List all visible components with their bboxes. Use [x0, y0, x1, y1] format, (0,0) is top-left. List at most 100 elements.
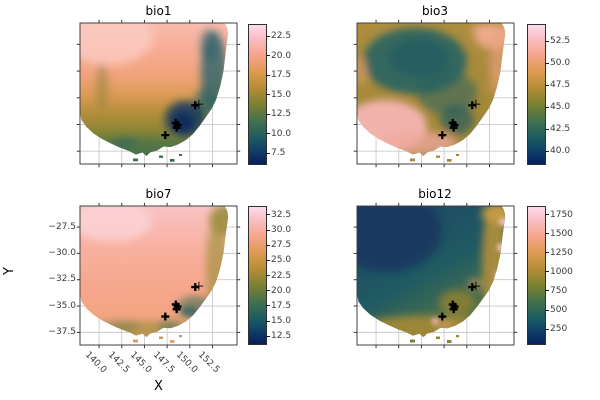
- occurrence-marker: [438, 131, 446, 139]
- occurrence-marker: [191, 283, 199, 291]
- y-axis-tick-labels: −27.5 −30.0 −32.5 −35.0 −37.5: [39, 206, 76, 345]
- colorbar-tick-label: 20.0: [271, 50, 292, 61]
- panel-bio7: [80, 206, 237, 345]
- x-tick-label: 145.0: [128, 350, 154, 376]
- colorbar-tick-mark: [266, 152, 270, 154]
- raster-map-bio3: [357, 23, 514, 164]
- colorbar-tick-mark: [266, 74, 270, 76]
- colorbar-bio12: 1750 1500 1250 1000 750 500 250: [526, 205, 573, 345]
- colorbar-tick-label: 1250: [550, 247, 573, 258]
- x-axis-label: X: [154, 379, 163, 394]
- colorbar-tick-label: 45.0: [550, 102, 571, 113]
- panel-bio3: [357, 23, 514, 164]
- raster-map-bio1: [80, 23, 237, 164]
- colorbar-tick-mark: [266, 229, 270, 231]
- axes-border: [357, 206, 514, 345]
- panel-title-bio3: bio3: [422, 4, 448, 18]
- occurrence-marker: [161, 131, 169, 139]
- colorbar-tick-label: 42.5: [550, 124, 571, 135]
- colorbar-tick-mark: [266, 113, 270, 115]
- colorbar-tick-label: 250: [550, 324, 568, 335]
- colorbar-tick-label: 40.0: [550, 146, 571, 157]
- colorbar-tick-label: 22.5: [271, 31, 292, 42]
- colorbar-tick-label: 1750: [550, 209, 573, 220]
- colorbar-tick-label: 47.5: [550, 80, 571, 91]
- colorbar-tick-mark: [545, 271, 549, 273]
- colorbar-tick-label: 30.0: [271, 225, 292, 236]
- y-axis-label: Y: [2, 267, 17, 275]
- colorbar-tick-mark: [545, 106, 549, 108]
- colorbar-tick-mark: [266, 275, 270, 277]
- x-tick-label: 150.0: [173, 350, 200, 376]
- occurrence-marker: [194, 100, 203, 109]
- occurrence-marker: [449, 305, 457, 313]
- occurrence-marker: [468, 283, 476, 291]
- colorbar-tick-mark: [545, 84, 549, 86]
- colorbar-tick-mark: [545, 328, 549, 330]
- raster-map-bio12: [357, 206, 514, 345]
- colorbar-tick-label: 15.0: [271, 316, 292, 327]
- colorbar-tick-mark: [545, 40, 549, 42]
- x-tick-label: 152.5: [196, 350, 222, 376]
- panel-bio12: [357, 206, 514, 345]
- axes-border: [80, 23, 237, 164]
- colorbar-tick-mark: [545, 290, 549, 292]
- colorbar-tick-mark: [545, 128, 549, 130]
- colorbar-tick-mark: [266, 244, 270, 246]
- y-tick-label: −27.5: [48, 221, 76, 232]
- occurrence-marker: [173, 124, 181, 132]
- panel-title-bio7: bio7: [145, 187, 172, 201]
- occurrence-marker: [471, 100, 480, 109]
- colorbar-tick-label: 15.0: [271, 89, 292, 100]
- colorbar-tick-mark: [266, 35, 270, 37]
- colorbar-tick-mark: [266, 320, 270, 322]
- colorbar-tick-label: 750: [550, 285, 568, 296]
- colorbar-bio1: 22.5 20.0 17.5 15.0 12.5 10.0 7.5: [247, 23, 291, 165]
- colorbar-tick-label: 50.0: [550, 58, 571, 69]
- occurrence-marker: [173, 305, 181, 313]
- colorbar-tick-mark: [545, 214, 549, 216]
- colorbar-tick-label: 500: [550, 305, 568, 315]
- colorbar-tick-mark: [266, 133, 270, 135]
- colorbar-tick-label: 17.5: [271, 70, 292, 81]
- colorbar-tick-label: 32.5: [271, 209, 292, 220]
- colorbar-bio7: 32.5 30.0 27.5 25.0 22.5 20.0 17.5 15.0 12.5: [247, 205, 291, 345]
- colorbar-tick-mark: [545, 62, 549, 64]
- y-tick-label: −35.0: [48, 300, 76, 311]
- colorbar-tick-label: 25.0: [271, 255, 292, 266]
- colorbar-tick-label: 52.5: [550, 36, 571, 47]
- colorbar-tick-mark: [266, 305, 270, 307]
- colorbar-tick-label: 7.5: [271, 148, 286, 159]
- colorbar-tick-mark: [545, 309, 549, 311]
- colorbar-tick-mark: [545, 233, 549, 235]
- occurrence-marker: [194, 282, 203, 291]
- y-tick-label: −30.0: [48, 247, 76, 258]
- raster-map-bio7: [80, 206, 237, 345]
- colorbar-bio3: 52.5 50.0 47.5 45.0 42.5 40.0: [526, 23, 570, 165]
- colorbar-tick-mark: [266, 335, 270, 337]
- y-tick-label: −37.5: [48, 326, 76, 337]
- colorbar-tick-mark: [266, 259, 270, 261]
- occurrence-marker: [471, 282, 480, 291]
- colorbar-tick-mark: [266, 290, 270, 292]
- colorbar-tick-mark: [266, 214, 270, 216]
- x-tick-label: 142.5: [105, 350, 131, 376]
- panel-bio1: [80, 23, 237, 164]
- colorbar-tick-mark: [266, 55, 270, 57]
- occurrence-marker: [468, 101, 476, 109]
- panel-title-bio1: bio1: [145, 4, 172, 18]
- occurrence-marker: [438, 313, 446, 321]
- colorbar-tick-mark: [545, 252, 549, 254]
- x-tick-label: 140.0: [82, 350, 109, 376]
- colorbar-tick-label: 20.0: [271, 285, 292, 296]
- colorbar-tick-label: 27.5: [271, 240, 292, 251]
- colorbar-tick-label: 1000: [550, 266, 573, 277]
- occurrence-marker: [191, 101, 199, 109]
- x-tick-label: 147.5: [151, 350, 177, 376]
- panel-title-bio12: bio12: [418, 187, 452, 201]
- colorbar-tick-mark: [545, 150, 549, 152]
- axes-border: [80, 206, 237, 345]
- colorbar-tick-label: 10.0: [271, 128, 292, 139]
- colorbar-tick-mark: [266, 94, 270, 96]
